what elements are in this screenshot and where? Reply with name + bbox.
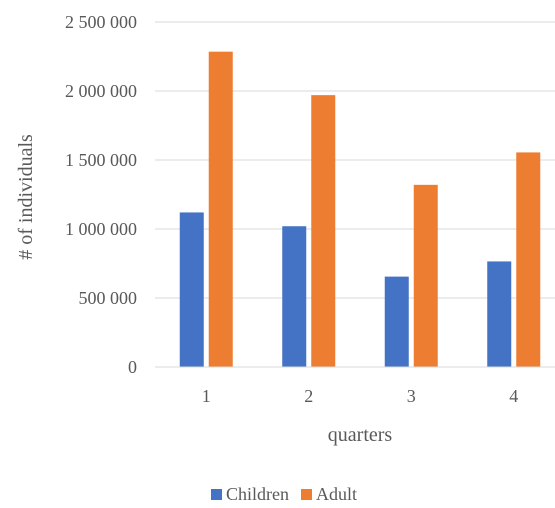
y-tick-label: 1 500 000 xyxy=(65,150,137,170)
y-axis-title: # of individuals xyxy=(15,134,37,260)
legend-swatch-children xyxy=(211,489,222,500)
bars xyxy=(179,51,541,368)
bar-children-q1 xyxy=(179,212,204,367)
x-axis-ticks: 1 2 3 4 xyxy=(202,386,519,406)
legend-swatch-adult xyxy=(301,489,312,500)
x-tick-label: 4 xyxy=(509,386,518,406)
y-axis-ticks: 0 500 000 1 000 000 1 500 000 2 000 000 2 500… xyxy=(65,12,137,377)
legend: Children Adult xyxy=(211,484,357,504)
x-tick-label: 2 xyxy=(304,386,313,406)
y-tick-label: 2 500 000 xyxy=(65,12,137,32)
x-tick-label: 1 xyxy=(202,386,211,406)
bar-children-q2 xyxy=(282,226,307,367)
x-axis-title: quarters xyxy=(328,424,393,446)
x-tick-label: 3 xyxy=(407,386,416,406)
legend-label-children: Children xyxy=(226,484,289,504)
legend-label-adult: Adult xyxy=(316,484,357,504)
y-tick-label: 500 000 xyxy=(79,288,138,308)
bar-children-q3 xyxy=(384,276,409,367)
y-tick-label: 2 000 000 xyxy=(65,81,137,101)
y-tick-label: 1 000 000 xyxy=(65,219,137,239)
bar-adult-q1 xyxy=(208,51,233,368)
bar-adult-q4 xyxy=(516,152,541,367)
y-tick-label: 0 xyxy=(128,357,137,377)
bar-adult-q3 xyxy=(413,184,438,367)
bar-children-q4 xyxy=(487,261,512,367)
bar-adult-q2 xyxy=(311,95,336,367)
